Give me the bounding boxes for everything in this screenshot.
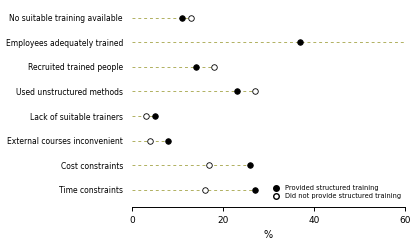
Legend: Provided structured training, Did not provide structured training: Provided structured training, Did not pr… [269, 184, 401, 200]
X-axis label: %: % [264, 231, 273, 240]
